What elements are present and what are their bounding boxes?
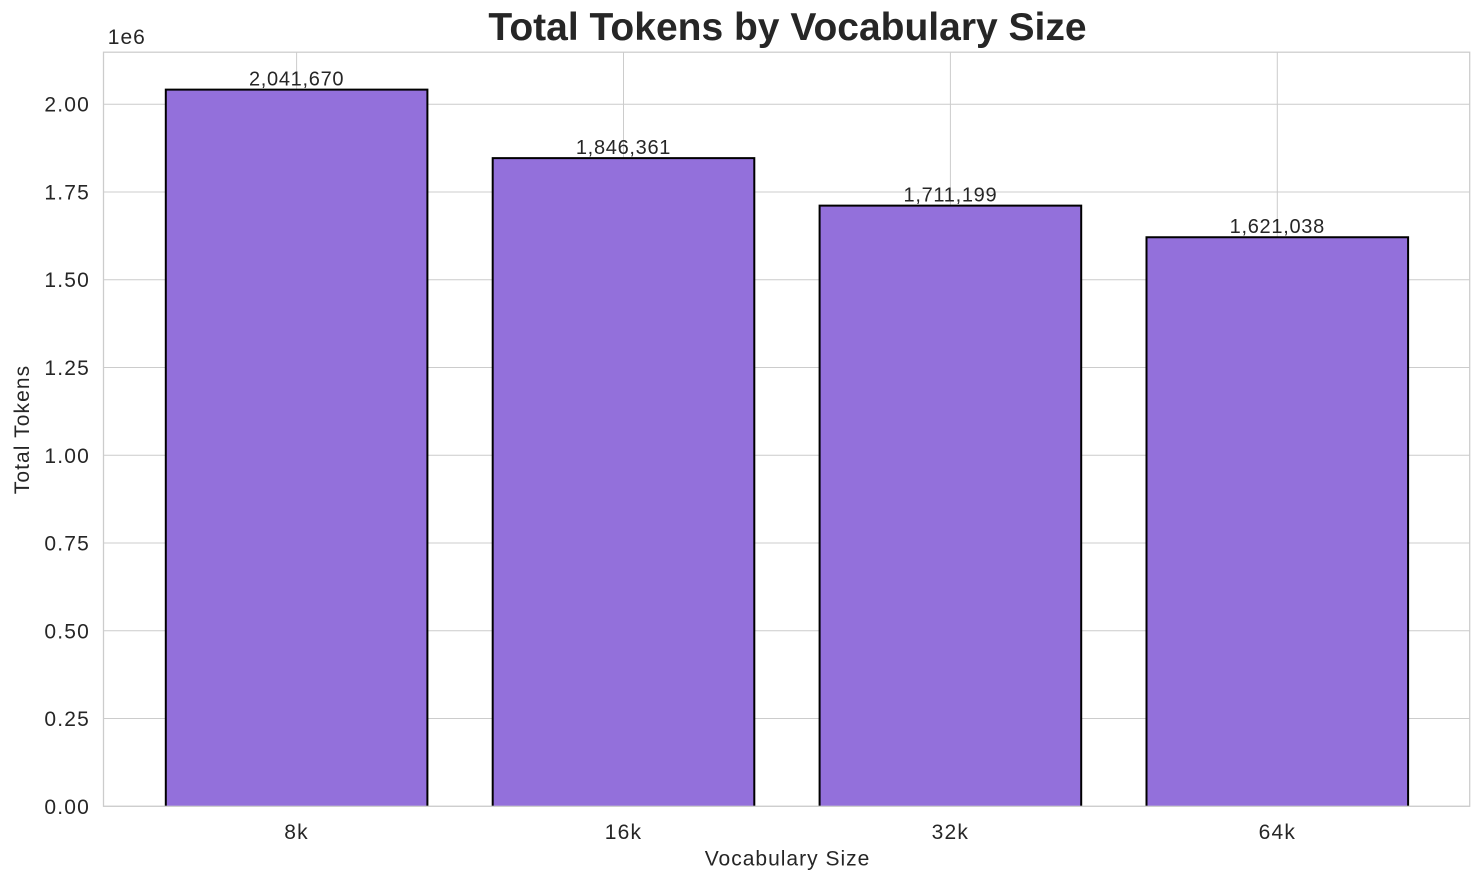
svg-text:Total Tokens: Total Tokens [11,365,34,495]
svg-text:64k: 64k [1259,821,1296,844]
svg-text:2.00: 2.00 [44,94,90,117]
svg-text:1.00: 1.00 [44,445,90,468]
svg-text:Total Tokens by Vocabulary Siz: Total Tokens by Vocabulary Size [488,6,1086,49]
svg-text:1e6: 1e6 [108,26,146,49]
svg-text:16k: 16k [605,821,642,844]
svg-text:2,041,670: 2,041,670 [249,68,344,90]
svg-text:32k: 32k [932,821,969,844]
svg-text:1.50: 1.50 [44,269,90,292]
svg-text:Vocabulary Size: Vocabulary Size [705,847,871,870]
svg-text:1,711,199: 1,711,199 [904,184,998,206]
svg-text:0.00: 0.00 [44,796,90,819]
svg-text:0.50: 0.50 [44,620,90,643]
svg-text:1,846,361: 1,846,361 [576,137,671,159]
svg-text:0.75: 0.75 [44,533,90,556]
svg-text:1,621,038: 1,621,038 [1230,216,1325,238]
svg-text:0.25: 0.25 [44,708,90,731]
svg-text:8k: 8k [284,821,309,844]
svg-text:1.25: 1.25 [44,357,90,380]
svg-text:1.75: 1.75 [44,182,90,205]
